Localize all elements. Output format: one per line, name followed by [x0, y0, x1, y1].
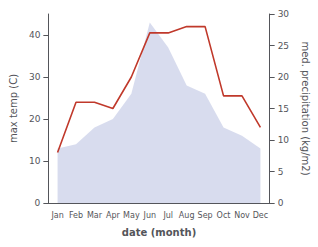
svg-text:Jan: Jan: [50, 211, 63, 220]
svg-text:30: 30: [29, 72, 41, 82]
svg-text:0: 0: [278, 198, 284, 208]
svg-text:max temp (C): max temp (C): [8, 74, 19, 143]
svg-text:Aug: Aug: [179, 211, 195, 220]
svg-text:20: 20: [278, 72, 290, 82]
svg-text:Dec: Dec: [253, 211, 268, 220]
svg-text:40: 40: [29, 30, 41, 40]
svg-text:date (month): date (month): [122, 227, 196, 238]
svg-text:Jun: Jun: [143, 211, 157, 220]
svg-text:0: 0: [35, 198, 41, 208]
svg-text:May: May: [123, 211, 140, 220]
svg-text:10: 10: [278, 135, 290, 145]
svg-text:5: 5: [278, 167, 284, 177]
svg-text:Mar: Mar: [87, 211, 103, 220]
svg-text:15: 15: [278, 104, 289, 114]
svg-text:Oct: Oct: [217, 211, 231, 220]
svg-text:20: 20: [29, 114, 41, 124]
svg-text:med. precipitation (kg/m2): med. precipitation (kg/m2): [300, 41, 311, 175]
svg-text:25: 25: [278, 41, 289, 51]
svg-text:10: 10: [29, 156, 41, 166]
svg-text:Sep: Sep: [198, 211, 213, 220]
svg-text:Jul: Jul: [162, 211, 173, 220]
svg-text:Nov: Nov: [234, 211, 250, 220]
svg-text:30: 30: [278, 9, 290, 19]
svg-text:Apr: Apr: [106, 211, 121, 220]
svg-text:Feb: Feb: [69, 211, 83, 220]
